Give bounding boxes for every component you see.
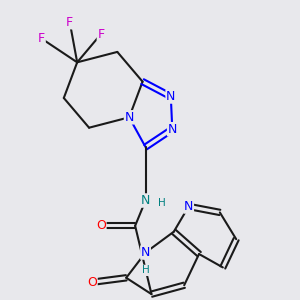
Text: F: F (98, 28, 104, 40)
Text: O: O (96, 219, 106, 232)
Text: F: F (38, 32, 45, 45)
Text: N: N (166, 90, 176, 103)
Text: N: N (168, 123, 177, 136)
Text: N: N (184, 200, 193, 213)
Text: N: N (124, 111, 134, 124)
Text: H: H (158, 199, 166, 208)
Text: H: H (142, 266, 149, 275)
Text: N: N (141, 194, 150, 207)
Text: F: F (66, 16, 73, 29)
Text: N: N (141, 246, 150, 259)
Text: O: O (87, 276, 97, 289)
